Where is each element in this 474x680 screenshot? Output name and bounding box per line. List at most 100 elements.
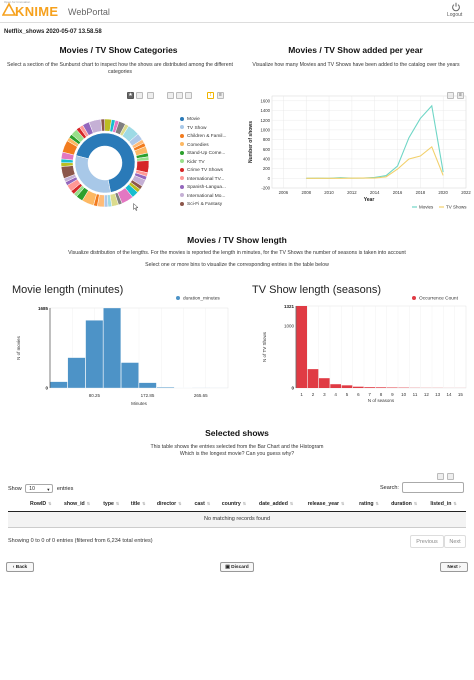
column-header-label: duration xyxy=(391,501,412,507)
search-input[interactable] xyxy=(402,482,464,493)
column-header[interactable]: cast ⇅ xyxy=(190,497,218,512)
x-tick-label: 15 xyxy=(458,392,464,397)
entries-select-value: 10 xyxy=(29,486,35,492)
length-title: Movies / TV Show length xyxy=(187,235,287,245)
x-tick-label: 2006 xyxy=(279,190,289,195)
legend-dot xyxy=(180,125,184,130)
legend-label: Comedies xyxy=(187,142,209,148)
histogram-bar xyxy=(364,387,376,388)
back-button[interactable]: ‹ Back xyxy=(6,562,34,572)
discard-button[interactable]: ▣ Discard xyxy=(220,562,254,572)
histogram-bar xyxy=(138,382,157,389)
column-header-label: country xyxy=(221,501,241,507)
sunburst-segment xyxy=(60,162,74,167)
column-header[interactable]: date_added ⇅ xyxy=(255,497,304,512)
column-header[interactable]: duration ⇅ xyxy=(387,497,427,512)
histogram-bar xyxy=(103,307,121,389)
legend-item[interactable]: Stand-Up Come... xyxy=(180,150,240,159)
legend-item[interactable]: Spanish-Langua... xyxy=(180,184,240,193)
legend-label: International Mo... xyxy=(187,193,226,199)
reset-icon[interactable] xyxy=(147,92,154,99)
select-icon[interactable] xyxy=(437,473,444,480)
column-header[interactable]: listed_in ⇅ xyxy=(426,497,466,512)
zoom-icon[interactable] xyxy=(136,92,143,99)
histogram-bar xyxy=(85,320,104,389)
x-tick-label: 2010 xyxy=(324,190,334,195)
x-tick-label: 4 xyxy=(334,392,337,397)
logo-text[interactable]: KNIME xyxy=(15,4,59,19)
sunburst-legend: Movie TV Show Children & Famil... Comedies S… xyxy=(180,116,240,210)
column-header[interactable]: director ⇅ xyxy=(152,497,191,512)
legend-item[interactable]: Kids' TV xyxy=(180,159,240,168)
legend-item[interactable]: Children & Famil... xyxy=(180,133,240,142)
column-header[interactable]: country ⇅ xyxy=(217,497,256,512)
y-tick-label: 400 xyxy=(263,157,271,162)
sort-icon: ⇅ xyxy=(413,501,418,506)
x-tick-label: 80.25 xyxy=(89,393,101,398)
movie-hist-legend: duration_minutes xyxy=(176,296,220,301)
legend-dot xyxy=(180,193,184,198)
selected-table: RowID ⇅ show_id ⇅ type ⇅ title ⇅ director ⇅ cast ⇅ c… xyxy=(8,497,466,512)
legend-item[interactable]: Crime TV Shows xyxy=(180,167,240,176)
legend-item[interactable]: Movie xyxy=(180,116,240,125)
previous-page-button[interactable]: Previous xyxy=(410,535,444,548)
y-tick-label: 1000 xyxy=(284,323,295,328)
clear-selection-icon[interactable] xyxy=(185,92,192,99)
y-axis-label: Number of shows xyxy=(248,121,254,163)
plot-area xyxy=(271,95,467,189)
column-header[interactable]: rating ⇅ xyxy=(355,497,388,512)
deselect-icon[interactable] xyxy=(447,473,454,480)
legend-item[interactable]: International TV... xyxy=(180,176,240,185)
select-icon[interactable] xyxy=(167,92,174,99)
legend-item[interactable]: International Mo... xyxy=(180,193,240,202)
sort-icon: ⇅ xyxy=(289,501,294,506)
table-info: Showing 0 to 0 of 0 entries (filtered fr… xyxy=(8,538,153,544)
legend-item[interactable]: Comedies xyxy=(180,142,240,151)
cursor-icon xyxy=(133,203,139,211)
entries-select[interactable]: 10 ▼ xyxy=(25,484,54,493)
tv-hist-legend: Occurrence Count xyxy=(412,296,458,301)
sunburst-chart[interactable] xyxy=(55,118,155,208)
line-chart[interactable]: -200 0 200 400 600 800 1000 1200 1400 1600 2006 200… xyxy=(244,92,472,216)
column-header[interactable]: release_year ⇅ xyxy=(303,497,356,512)
plot-area xyxy=(295,305,467,389)
legend-dot xyxy=(180,201,184,206)
column-header[interactable]: title ⇅ xyxy=(126,497,153,512)
row-select-header[interactable] xyxy=(8,497,26,512)
legend-item[interactable]: TV Show xyxy=(180,125,240,134)
next-button[interactable]: Next › xyxy=(440,562,468,572)
histogram-bar xyxy=(67,357,86,389)
selected-description: This table shows the entries selected fr… xyxy=(150,444,324,450)
y-tick-label: 1600 xyxy=(260,98,270,103)
warning-icon[interactable]: ! xyxy=(207,92,214,99)
legend-dot xyxy=(180,150,184,155)
series-line-tv-shows xyxy=(306,145,444,179)
column-header-label: date_added xyxy=(259,501,288,507)
legend-label: Crime TV Shows xyxy=(187,168,223,173)
logout-link[interactable]: Logout xyxy=(447,12,463,18)
deselect-icon[interactable] xyxy=(176,92,183,99)
x-tick-label: 2022 xyxy=(461,190,471,195)
menu-icon[interactable]: ≡ xyxy=(457,92,464,99)
sunburst-segment-tv-show xyxy=(74,155,111,194)
legend-dot xyxy=(180,167,184,172)
column-header[interactable]: show_id ⇅ xyxy=(59,497,100,512)
legend-dot xyxy=(180,176,184,181)
legend-label: Stand-Up Come... xyxy=(187,151,226,156)
menu-icon[interactable]: ≡ xyxy=(217,92,224,99)
legend-label: International TV... xyxy=(187,176,225,182)
legend-item[interactable]: Sci-Fi & Fantasy xyxy=(180,201,240,210)
y-max-label: 1321 xyxy=(284,304,295,309)
movie-histogram[interactable]: 1685 0 80.25 172.85 265.65 Minutes N of movies xyxy=(10,300,236,410)
legend-label: Movies xyxy=(419,205,434,210)
next-page-button[interactable]: Next xyxy=(444,535,466,548)
zoom-icon[interactable] xyxy=(447,92,454,99)
power-icon[interactable] xyxy=(451,2,461,12)
column-header[interactable]: RowID ⇅ xyxy=(26,497,60,512)
legend-dot xyxy=(180,133,184,138)
column-header[interactable]: type ⇅ xyxy=(99,497,127,512)
y-axis-label: N of TV Shows xyxy=(262,331,267,362)
star-icon[interactable]: ★ xyxy=(127,92,134,99)
histogram-bar xyxy=(352,386,364,388)
